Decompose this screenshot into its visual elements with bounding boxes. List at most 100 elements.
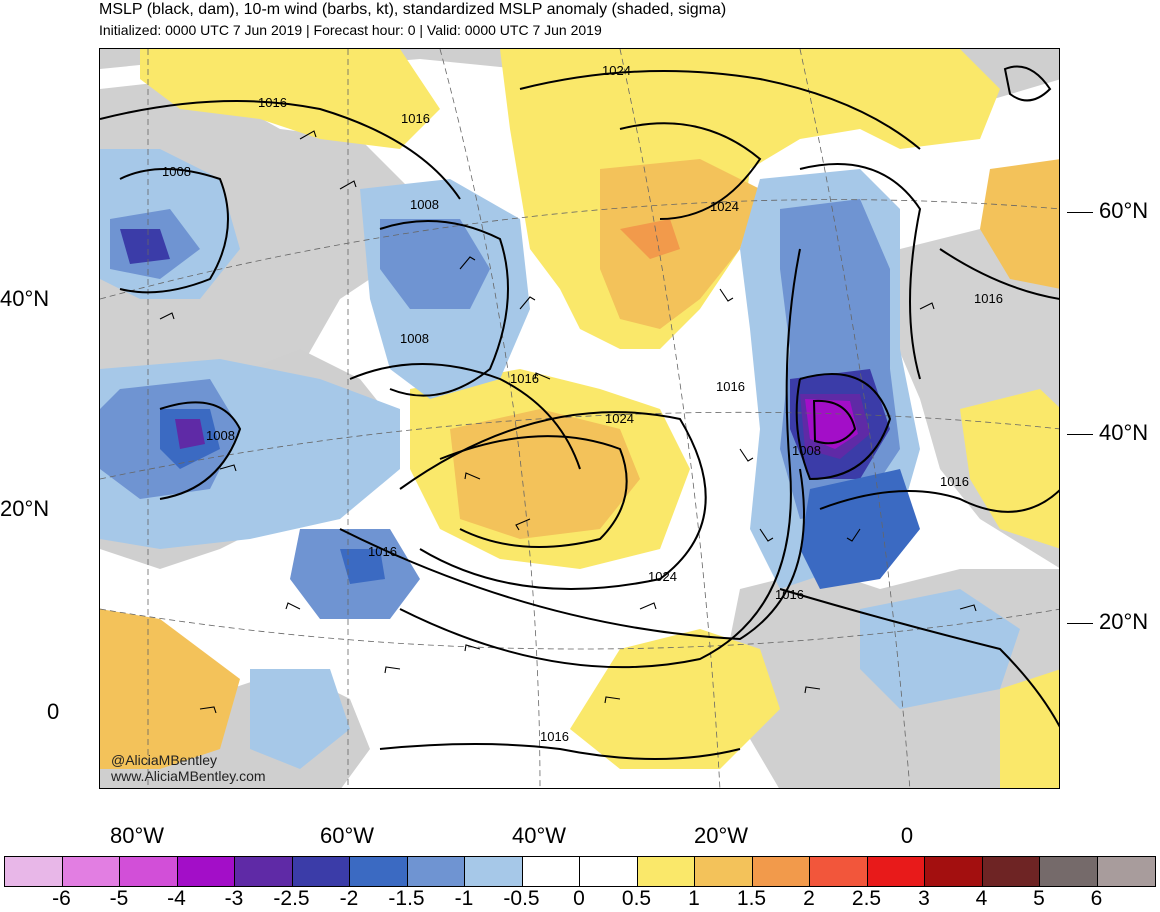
wind-barb [759,528,774,542]
isobar-line [799,163,922,380]
colorbar-tick-label: -2.5 [273,887,310,910]
lat-label-left: 20°N [0,496,50,521]
isobar-label: 1016 [775,587,804,602]
colorbar-swatch [695,857,753,886]
anomaly-neg-low-peak [805,399,858,449]
isobar-label: 1016 [716,379,745,394]
lat-label-right: 40°N [1067,420,1148,446]
colorbar-tick-label: -6 [52,887,71,910]
colorbar-swatch [867,857,925,886]
colorbar-swatch [62,857,120,886]
wind-barb [719,288,734,302]
isobar-label: 1016 [940,474,969,489]
isobar-label: 1024 [710,199,739,214]
isobar-line [119,168,229,294]
map-canvas: 1016 1016 1008 1024 1008 1024 1008 1016 … [100,49,1059,788]
chart-subtitle: Initialized: 0000 UTC 7 Jun 2019 | Forec… [99,22,602,38]
colorbar-swatch [580,857,638,886]
colorbar-swatch [925,857,983,886]
colorbar-tick-label: 1.5 [736,887,767,910]
lon-label: 80°W [109,823,165,848]
colorbar-swatch [637,857,695,886]
colorbar-tick-label: 0 [573,887,585,910]
colorbar-tick-label: 2.5 [851,887,882,910]
colorbar-tick-label: 0.5 [621,887,652,910]
isobar-line [812,399,857,445]
lat-label-right: 60°N [1067,198,1148,224]
anomaly-pos-caribbean [100,609,240,769]
colorbar-swatch [407,857,465,886]
wind-barb [159,312,175,320]
anomaly-neg-south-america [250,669,350,769]
colorbar-swatch [177,857,235,886]
colorbar-tick-label: 1 [688,887,700,910]
isobar-label: 1008 [206,428,235,443]
colorbar-tick-label: -1.5 [388,887,425,910]
isobar-label: 1024 [602,63,631,78]
colorbar-tick-label: 4 [975,887,988,910]
isobar-label: 1016 [540,729,569,744]
colorbar-tick-label: -2 [339,887,359,910]
colorbar-swatch [465,857,523,886]
wind-barb [519,296,536,310]
isobar-label: 1008 [162,164,191,179]
wind-barb [464,472,481,480]
isobar-line [349,363,581,470]
wind-barb [959,604,977,612]
watermark-url: www.AliciaMBentley.com [111,768,266,784]
wind-barb [846,528,861,542]
anomaly-pos-greenland-peak [620,219,680,259]
isobar-line [339,468,805,641]
anomaly-pos-west-africa [1000,669,1059,788]
wind-barb [285,602,301,610]
isobar-line [379,220,509,397]
graticule-lon-0 [799,49,911,788]
lat-label-left: 40°N [0,286,50,311]
anomaly-pos-scandinavia [980,159,1059,289]
wind-barb [804,686,821,694]
isobar-labels: 1016 1016 1008 1024 1008 1024 1008 1016 … [162,63,1003,744]
graticule-lon-40w [439,49,541,788]
wind-barb [919,302,935,310]
lon-label: 0 [900,823,914,848]
colorbar-tick-label: 5 [1033,887,1045,910]
isobar-line [619,122,762,220]
colorbar-tick-label: 3 [918,887,930,910]
isobar-label: 1008 [400,331,429,346]
isobar-line [1003,65,1052,102]
isobar-label: 1024 [605,411,634,426]
colorbar-swatch [120,857,178,886]
anomaly-pos-tropical [570,629,780,769]
isobar-line [819,489,1059,513]
wind-barb [534,372,551,380]
isobars [100,65,1059,760]
colorbar-tick-label: -0.5 [503,887,540,910]
wind-barb [515,518,531,531]
wind-barb [464,644,481,652]
isobar-line [399,248,801,669]
map-panel: 1016 1016 1008 1024 1008 1024 1008 1016 … [99,48,1060,789]
anomaly-neg-west-africa [860,589,1020,709]
lon-label: 40°W [511,823,567,848]
wind-barb [604,696,621,704]
graticule-lat-60n [100,199,1059,300]
colorbar-tick-label: -5 [109,887,129,910]
colorbar-tick-label: -3 [224,887,244,910]
graticule-lat-40n [100,411,1059,480]
wind-barb [339,180,357,190]
isobar-line [795,373,892,481]
isobar-label: 1016 [368,544,397,559]
anomaly-neg-us-east-peak [175,419,205,449]
colorbar-swatch [982,857,1040,886]
isobar-label: 1008 [792,443,821,458]
anomaly-pos-canada [140,49,440,149]
isobar-line [439,435,628,548]
lat-label-right: 20°N [1067,609,1148,635]
colorbar-tick-label: 6 [1090,887,1103,910]
isobar-line [519,70,921,150]
isobar-line [939,248,1059,300]
isobar-label: 1016 [974,291,1003,306]
anomaly-pos-mediterranean [960,389,1059,549]
isobar-label: 1016 [258,95,287,110]
isobar-label: 1016 [510,371,539,386]
